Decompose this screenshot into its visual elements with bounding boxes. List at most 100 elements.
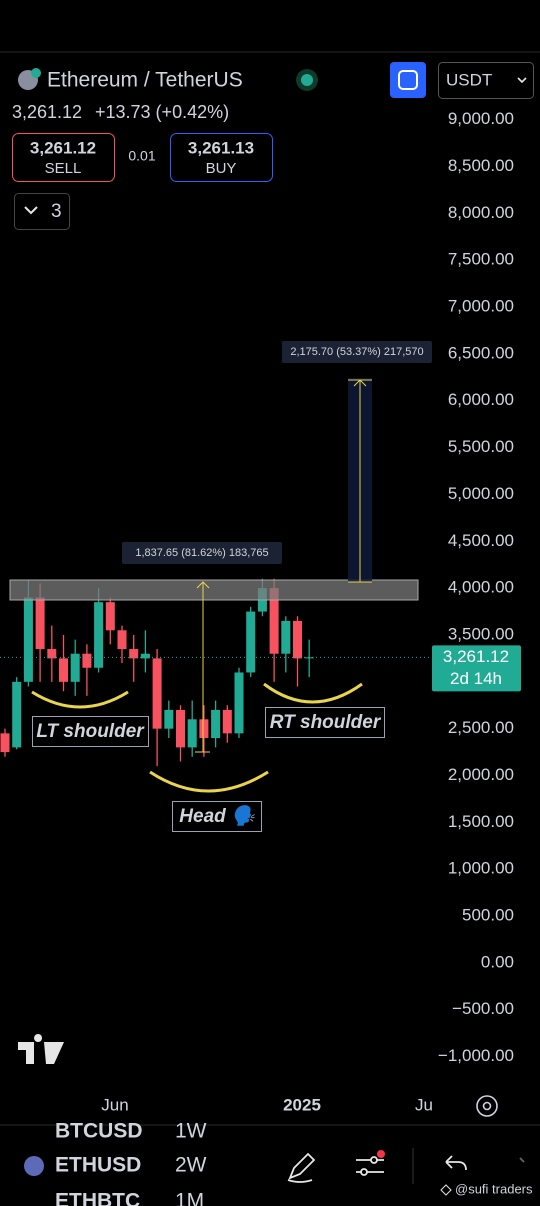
price-change: +13.73 (+0.42%): [95, 102, 229, 122]
measure-box: [122, 542, 282, 564]
measure-label: 1,837.65 (81.62%) 183,765: [135, 547, 268, 559]
x-label: Jun: [101, 1095, 128, 1114]
spread: 0.01: [128, 148, 155, 164]
label-box: [265, 707, 385, 738]
candle-body: [293, 620, 302, 659]
y-tick-label: 5,500.00: [448, 437, 514, 456]
label-box: [172, 801, 262, 832]
y-tick-label: 6,500.00: [448, 343, 514, 362]
x-label: Ju: [415, 1095, 433, 1114]
candle-body: [269, 588, 279, 654]
y-tick-label: −500.00: [452, 999, 514, 1018]
candle-body: [129, 649, 139, 659]
y-tick-label: 9,000.00: [448, 109, 514, 128]
candle-body: [105, 602, 115, 631]
candle-body: [23, 597, 33, 682]
prev-interval: 1W: [175, 1120, 207, 1143]
candle-body: [140, 653, 150, 659]
indicators-icon[interactable]: [356, 1156, 384, 1176]
candle-body: [187, 719, 197, 748]
candle-body: [222, 709, 232, 734]
left-shoulder-label: LT shoulder: [36, 721, 145, 742]
eth-icon: [24, 1156, 44, 1176]
measure-label: 2,175.70 (53.37%) 217,570: [290, 346, 423, 358]
plot: 9,000.00 8,500.00 8,000.00 7,500.00 7,000.00…: [0, 109, 521, 1065]
y-tick-label: 7,000.00: [448, 297, 514, 316]
layout-icon: [398, 70, 418, 90]
settings-icon-core: [482, 1101, 492, 1111]
notification-dot: [377, 1150, 385, 1158]
y-tick-label: 2,500.00: [448, 718, 514, 737]
candle-body: [117, 630, 127, 650]
candle-body: [70, 653, 80, 682]
buy-label: BUY: [206, 160, 237, 177]
undo-icon[interactable]: [445, 1155, 467, 1171]
candle-body: [164, 709, 174, 729]
tether-icon: [31, 68, 41, 78]
candle-body: [199, 719, 209, 739]
shoulder-curve: [31, 690, 129, 709]
candle-body: [281, 620, 291, 654]
buy-price: 3,261.13: [188, 138, 254, 157]
candle-body: [82, 653, 92, 668]
target-arrowhead: [353, 379, 367, 387]
layout-button[interactable]: [390, 62, 426, 98]
sell-label: SELL: [45, 160, 82, 177]
interval[interactable]: 2W: [175, 1154, 207, 1177]
y-tick-label: 6,000.00: [448, 390, 514, 409]
chevron: [517, 77, 527, 84]
y-tick-label: 1,000.00: [448, 859, 514, 878]
y-tick-label: 8,000.00: [448, 203, 514, 222]
symbol[interactable]: ETHUSD: [55, 1154, 141, 1177]
sell-button[interactable]: [12, 133, 115, 182]
price-tag: [432, 645, 521, 692]
next-interval: 1M: [175, 1190, 204, 1206]
neckline-zone: [9, 579, 419, 601]
watermark-bg: [436, 1178, 540, 1202]
candle-body: [152, 658, 162, 729]
head-label: Head 🗣️: [179, 804, 258, 827]
y-tick-label: 4,000.00: [448, 578, 514, 597]
y-tick-label: 4,500.00: [448, 531, 514, 550]
watermark: @sufi traders: [455, 1181, 533, 1196]
y-tick-label: 1,500.00: [448, 812, 514, 831]
shoulder-curve: [263, 682, 363, 704]
head-curve: [149, 770, 269, 793]
right-shoulder-label: RT shoulder: [270, 712, 382, 733]
candle-body: [234, 672, 244, 734]
buy-button[interactable]: [170, 133, 273, 182]
y-tick-label: 0.00: [481, 952, 514, 971]
last-price: 3,261.12: [12, 102, 82, 122]
candle-body: [94, 602, 104, 668]
currency: USDT: [446, 70, 492, 89]
candle-body: [0, 733, 10, 753]
next-symbol: ETHBTC: [55, 1190, 140, 1206]
currency-select[interactable]: [438, 62, 534, 99]
indicators-toggle[interactable]: [14, 193, 70, 230]
tv-logo: [18, 1034, 64, 1064]
settings-icon[interactable]: [476, 1095, 498, 1117]
candle-body: [176, 709, 185, 748]
price-tag-countdown: 2d 14h: [450, 669, 502, 688]
depth-arrowhead: [196, 581, 210, 589]
price-tag-value: 3,261.12: [443, 647, 509, 666]
measure-box: [282, 341, 432, 363]
candle-body: [246, 611, 256, 673]
draw-icon[interactable]: [287, 1152, 316, 1183]
redo-icon[interactable]: [519, 1157, 525, 1163]
y-tick-label: 7,500.00: [448, 250, 514, 269]
candle-body: [59, 658, 68, 682]
sell-price: 3,261.12: [30, 138, 96, 157]
y-tick-label: 3,500.00: [448, 624, 514, 643]
x-label: 2025: [283, 1095, 321, 1114]
candle-body: [12, 681, 22, 748]
market-status-dot: [301, 74, 313, 86]
prev-symbol: BTCUSD: [55, 1120, 143, 1143]
symbol-name: Ethereum / TetherUS: [47, 69, 243, 92]
y-tick-label: 5,000.00: [448, 484, 514, 503]
chevron-down: [24, 206, 38, 215]
candle-body: [211, 709, 221, 739]
y-tick-label: 8,500.00: [448, 156, 514, 175]
